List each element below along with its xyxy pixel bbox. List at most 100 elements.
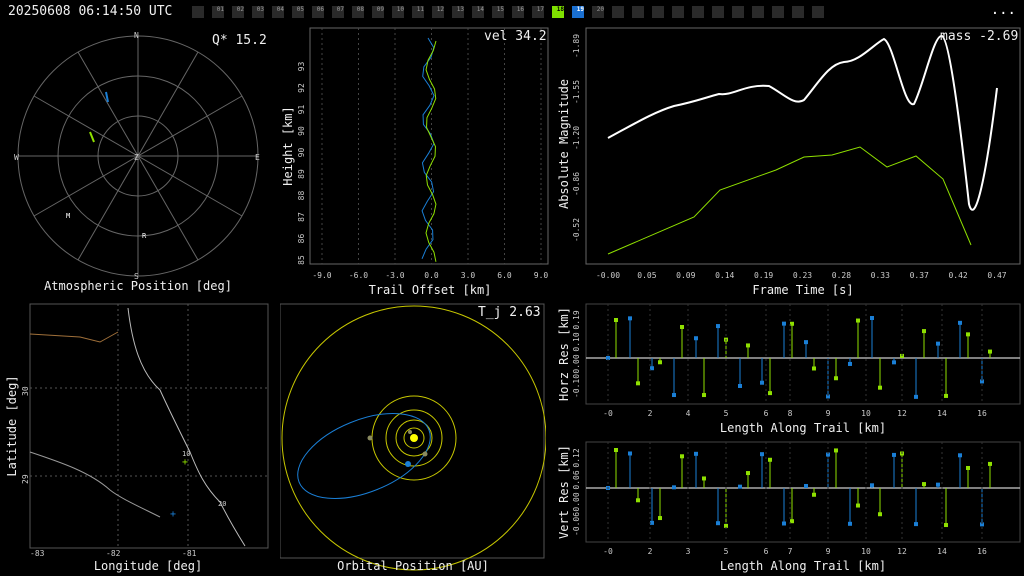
frame-box[interactable]: 16 (512, 6, 524, 18)
frame-box[interactable] (692, 6, 704, 18)
frame-box[interactable]: 20 (592, 6, 604, 18)
res-point-green (636, 381, 640, 386)
frame-box[interactable]: 05 (292, 6, 304, 18)
res-ytick: 0.10 (572, 332, 581, 351)
res-xtick: 10 (861, 547, 871, 556)
res-ytick: 0.06 (572, 470, 581, 489)
height-ytick: 89 (297, 169, 306, 179)
res-xtick: 4 (686, 409, 691, 418)
map-ylabel: Latitude [deg] (5, 375, 19, 476)
mag-xtick: 0.23 (793, 271, 812, 280)
mag-xtick: 0.42 (948, 271, 967, 280)
frame-box[interactable] (752, 6, 764, 18)
res-point-blue (958, 320, 962, 325)
res-xtick: -0 (603, 547, 613, 556)
compass-s: S (134, 272, 139, 281)
res-ytick: -0.10 (572, 374, 581, 398)
state-border (29, 331, 119, 343)
res-point-blue (848, 521, 852, 526)
frame-box[interactable]: 08 (352, 6, 364, 18)
height-ytick: 85 (297, 255, 306, 265)
res-point-green (856, 503, 860, 508)
res-point-blue (870, 316, 874, 321)
res-point-green (878, 512, 882, 517)
orbit-title: Orbital Position [AU] (337, 559, 489, 573)
res-point-green (966, 332, 970, 337)
res-point-green (614, 448, 618, 452)
res-point-green (680, 325, 684, 330)
frame-box[interactable] (652, 6, 664, 18)
mag-xtick: 0.33 (871, 271, 890, 280)
map-tick-30: 30 (21, 386, 30, 396)
map-xtick-0: -83 (30, 549, 45, 558)
res-xtick: 5 (724, 409, 729, 418)
frame-box[interactable]: 07 (332, 6, 344, 18)
frame-box[interactable]: 19 (572, 6, 584, 18)
atmospheric-position-plot: N S E W Z M R Q* 15.2 Atmospheric Positi… (14, 31, 267, 293)
res-point-green (614, 318, 618, 322)
res-xtick: 16 (977, 547, 987, 556)
frame-box[interactable]: 09 (372, 6, 384, 18)
frame-box[interactable]: 03 (252, 6, 264, 18)
marker-label-20: 20 (218, 500, 226, 508)
frame-box[interactable]: 15 (492, 6, 504, 18)
frame-box[interactable]: 01 (212, 6, 224, 18)
frame-box[interactable] (612, 6, 624, 18)
res-point-green (966, 465, 970, 470)
frame-box[interactable]: 10 (392, 6, 404, 18)
frame-box[interactable]: 13 (452, 6, 464, 18)
marker-green: + (182, 457, 188, 468)
res-point-blue (782, 521, 786, 526)
res-point-blue (826, 394, 830, 399)
compass-n: N (134, 31, 139, 40)
frame-box[interactable] (632, 6, 644, 18)
res-point-green (878, 385, 882, 390)
frame-box[interactable]: 02 (232, 6, 244, 18)
res-point-blue (650, 366, 654, 371)
mag-xtick: 0.09 (676, 271, 695, 280)
frame-box[interactable] (672, 6, 684, 18)
compass-w: W (14, 153, 19, 162)
res-point-green (988, 461, 992, 466)
frame-box[interactable]: 12 (432, 6, 444, 18)
mag-xtick: 0.28 (832, 271, 851, 280)
menu-button[interactable]: ... (990, 2, 1016, 18)
frame-box[interactable]: 14 (472, 6, 484, 18)
frame-box[interactable]: 18 (552, 6, 564, 18)
frame-box[interactable] (812, 6, 824, 18)
height-ytick: 92 (297, 83, 306, 93)
zenith-label: Z (134, 153, 139, 162)
frame-box[interactable] (772, 6, 784, 18)
mag-xtick: 0.47 (987, 271, 1006, 280)
res-xtick: 3 (686, 547, 691, 556)
frame-box[interactable]: 06 (312, 6, 324, 18)
res-point-blue (914, 394, 918, 399)
res-point-green (834, 448, 838, 453)
frame-box[interactable]: 04 (272, 6, 284, 18)
res-xtick: 9 (826, 547, 831, 556)
height-ytick: 91 (297, 105, 306, 115)
frame-box[interactable]: 17 (532, 6, 544, 18)
marker-blue: + (170, 509, 176, 520)
map-xlabel: Longitude [deg] (94, 559, 202, 573)
frame-box[interactable] (192, 6, 204, 18)
res-point-green (746, 343, 750, 348)
frame-box[interactable] (792, 6, 804, 18)
polar-title: Atmospheric Position [deg] (44, 279, 232, 293)
frame-box[interactable]: 11 (412, 6, 424, 18)
res-ytick: -0.06 (572, 512, 581, 536)
height-ylabel: Height [km] (281, 106, 295, 185)
res-point-blue (892, 360, 896, 365)
frame-box[interactable] (732, 6, 744, 18)
mag-xtick: 0.14 (715, 271, 734, 280)
res-point-blue (716, 324, 720, 329)
res-point-green (944, 393, 948, 398)
earth-marker (405, 461, 411, 467)
res-point-green (856, 318, 860, 323)
res-point-blue (914, 522, 918, 527)
station-m: M (66, 212, 70, 220)
frame-box[interactable] (712, 6, 724, 18)
res-point-green (636, 498, 640, 503)
res-point-blue (936, 341, 940, 346)
height-xtick: 6.0 (497, 271, 512, 280)
